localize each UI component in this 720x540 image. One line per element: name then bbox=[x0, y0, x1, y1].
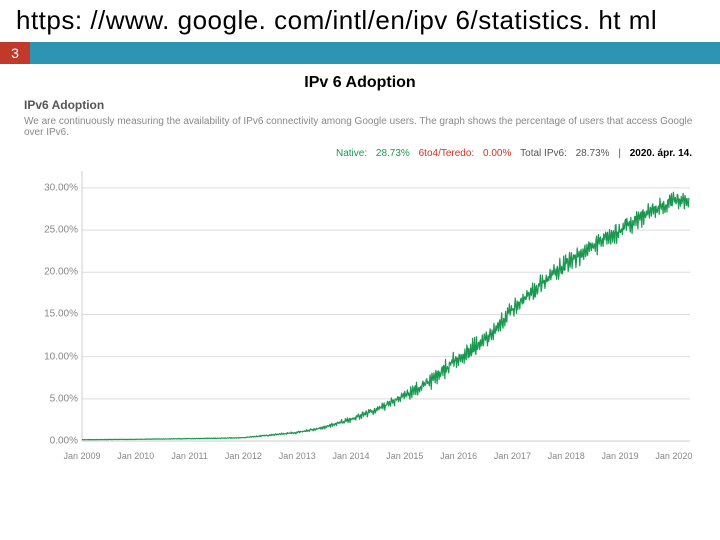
x-axis-label: Jan 2013 bbox=[279, 451, 316, 461]
x-axis-label: Jan 2011 bbox=[171, 451, 207, 461]
x-axis-label: Jan 2015 bbox=[386, 451, 423, 461]
y-axis-label: 15.00% bbox=[44, 309, 78, 320]
x-axis-label: Jan 2017 bbox=[494, 451, 531, 461]
legend-separator: | bbox=[618, 148, 621, 159]
y-axis-label: 20.00% bbox=[44, 267, 78, 278]
chart-title: IPv 6 Adoption bbox=[0, 74, 720, 92]
x-axis-label: Jan 2018 bbox=[548, 451, 585, 461]
y-axis-label: 5.00% bbox=[50, 393, 78, 404]
chart-legend: Native: 28.73% 6to4/Teredo: 0.00% Total … bbox=[0, 138, 720, 161]
x-axis-label: Jan 2012 bbox=[225, 451, 262, 461]
y-axis-label: 10.00% bbox=[44, 351, 78, 362]
chart-svg bbox=[20, 165, 700, 465]
ipv6-adoption-chart: 0.00% 5.00% 10.00% 15.00% 20.00% 25.00% 30.00%… bbox=[20, 165, 700, 465]
slide-number-badge: 3 bbox=[0, 42, 30, 64]
x-axis-label: Jan 2009 bbox=[63, 451, 100, 461]
y-axis-label: 30.00% bbox=[44, 182, 78, 193]
chart-subheading: IPv6 Adoption bbox=[0, 98, 720, 112]
legend-native-value: 28.73% bbox=[376, 148, 410, 159]
x-axis-label: Jan 2016 bbox=[440, 451, 477, 461]
x-axis-label: Jan 2020 bbox=[655, 451, 692, 461]
legend-total-label: Total IPv6: bbox=[520, 148, 567, 159]
x-axis-label: Jan 2014 bbox=[332, 451, 369, 461]
y-axis-label: 0.00% bbox=[50, 435, 78, 446]
legend-native-label: Native: bbox=[336, 148, 367, 159]
accent-bar: 3 bbox=[0, 42, 720, 64]
page-url-title: https: //www. google. com/intl/en/ipv 6/… bbox=[0, 0, 720, 38]
legend-date: 2020. ápr. 14. bbox=[630, 148, 692, 159]
chart-description: We are continuously measuring the availa… bbox=[0, 112, 720, 138]
x-axis-label: Jan 2010 bbox=[117, 451, 154, 461]
y-axis-label: 25.00% bbox=[44, 224, 78, 235]
legend-teredo-value: 0.00% bbox=[483, 148, 511, 159]
legend-total-value: 28.73% bbox=[576, 148, 610, 159]
x-axis-label: Jan 2019 bbox=[602, 451, 639, 461]
accent-bar-fill bbox=[30, 42, 720, 64]
legend-teredo-label: 6to4/Teredo: bbox=[419, 148, 475, 159]
